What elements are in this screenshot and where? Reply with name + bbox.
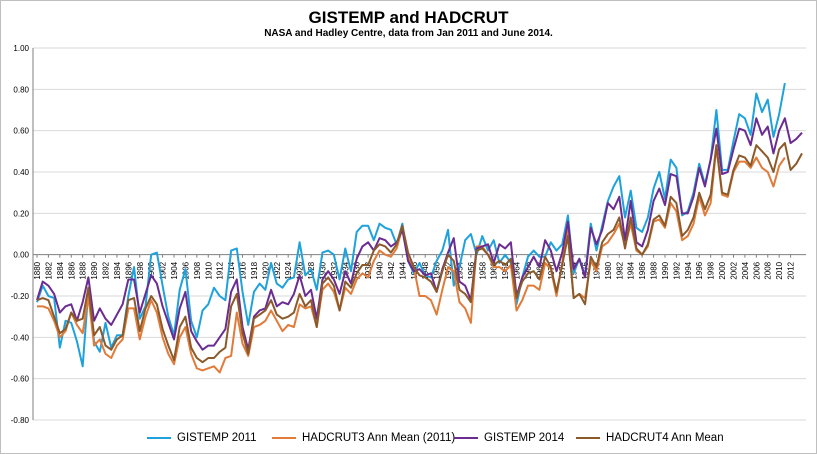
x-tick-label: 1886 <box>67 261 76 279</box>
y-tick-label: 0.00 <box>13 251 29 260</box>
x-tick-label: 2010 <box>775 261 784 279</box>
x-tick-label: 1958 <box>478 261 487 279</box>
x-tick-label: 1926 <box>296 261 305 279</box>
x-tick-label: 1998 <box>707 261 716 279</box>
x-tick-label: 1908 <box>193 261 202 279</box>
series-lines <box>36 82 803 374</box>
legend-label: GISTEMP 2011 <box>177 432 257 444</box>
x-tick-label: 1912 <box>216 261 225 279</box>
legend-label: GISTEMP 2014 <box>484 432 565 444</box>
x-tick-label: 1932 <box>330 261 339 279</box>
x-tick-label: 1984 <box>627 261 636 279</box>
x-tick-label: 1898 <box>136 261 145 279</box>
x-tick-label: 2012 <box>787 261 796 279</box>
legend-swatch-gistemp-2011 <box>147 437 171 439</box>
x-tick-label: 1924 <box>284 261 293 279</box>
x-tick-label: 1890 <box>90 261 99 279</box>
x-tick-label: 1994 <box>684 261 693 279</box>
x-tick-label: 1896 <box>124 261 133 279</box>
x-tick-label: 1914 <box>227 261 236 279</box>
x-tick-label: 1902 <box>159 261 168 279</box>
x-tick-label: 1936 <box>353 261 362 279</box>
series-line-gistemp-2011 <box>36 82 786 368</box>
series-line-hadcrut4-ann-mean <box>36 142 803 364</box>
y-tick-label: -0.80 <box>11 416 30 425</box>
x-tick-label: 2000 <box>718 261 727 279</box>
x-tick-label: 1980 <box>604 261 613 279</box>
x-tick-label: 2006 <box>752 261 761 279</box>
x-tick-label: 1964 <box>513 261 522 279</box>
y-tick-label: 0.60 <box>13 127 29 136</box>
axes: 1.00 0.80 0.60 0.40 0.20 0.00 -0.20 -0.40 -0.60 -… <box>11 44 806 425</box>
x-tick-label: 2008 <box>764 261 773 279</box>
x-tick-label: 1918 <box>250 261 259 279</box>
x-tick-label: 1986 <box>638 261 647 279</box>
x-tick-label: 1982 <box>615 261 624 279</box>
x-tick-label: 1920 <box>261 261 270 279</box>
x-tick-label: 1938 <box>364 261 373 279</box>
x-tick-label: 1954 <box>455 261 464 279</box>
x-tick-label: 2004 <box>741 261 750 279</box>
y-tick-label: 1.00 <box>13 44 29 53</box>
x-tick-label: 1888 <box>79 261 88 279</box>
x-tick-label: 1990 <box>661 261 670 279</box>
x-tick-label: 1944 <box>398 261 407 279</box>
x-tick-label: 1968 <box>535 261 544 279</box>
x-tick-label: 1930 <box>318 261 327 279</box>
legend-swatch-hadcrut3 <box>272 437 296 439</box>
y-tick-label: 0.80 <box>13 85 29 94</box>
legend-label: HADCRUT3 Ann Mean (2011) <box>302 432 456 444</box>
x-tick-label: 1972 <box>558 261 567 279</box>
x-tick-label: 1996 <box>695 261 704 279</box>
legend-swatch-hadcrut4 <box>576 437 600 439</box>
x-tick-label: 1922 <box>273 261 282 279</box>
x-tick-label: 1884 <box>56 261 65 279</box>
x-tick-label: 1966 <box>524 261 533 279</box>
x-tick-label: 1988 <box>650 261 659 279</box>
x-tick-label: 1948 <box>421 261 430 279</box>
y-tick-label: -0.40 <box>11 333 30 342</box>
series-line-gistemp-2014 <box>36 117 803 351</box>
x-tick-label: 1880 <box>33 261 42 279</box>
chart-subtitle: NASA and Hadley Centre, data from Jan 20… <box>264 28 553 39</box>
legend-label: HADCRUT4 Ann Mean <box>606 432 724 444</box>
y-tick-label: 0.40 <box>13 168 29 177</box>
x-tick-label: 1882 <box>44 261 53 279</box>
y-tick-label: -0.60 <box>11 375 30 384</box>
x-tick-label: 1992 <box>672 261 681 279</box>
x-tick-label: 1950 <box>433 261 442 279</box>
x-tick-label: 1900 <box>147 261 156 279</box>
x-tick-label: 1960 <box>490 261 499 279</box>
x-tick-label: 1940 <box>376 261 385 279</box>
x-tick-label: 1952 <box>444 261 453 279</box>
legend: GISTEMP 2011 HADCRUT3 Ann Mean (2011) GI… <box>0 430 817 448</box>
x-tick-label: 1956 <box>467 261 476 279</box>
x-tick-label: 1910 <box>204 261 213 279</box>
x-tick-label: 1942 <box>387 261 396 279</box>
gridlines <box>33 47 806 421</box>
x-tick-label: 1894 <box>113 261 122 279</box>
x-tick-label: 1892 <box>102 261 111 279</box>
x-tick-label: 2002 <box>729 261 738 279</box>
x-tick-label: 1904 <box>170 261 179 279</box>
y-tick-label: -0.20 <box>11 292 30 301</box>
legend-swatch-gistemp-2014 <box>454 437 478 439</box>
x-tick-label: 1916 <box>239 261 248 279</box>
chart-title: GISTEMP and HADCRUT <box>308 8 509 27</box>
series-line-hadcrut3-ann-mean-2011 <box>37 146 786 374</box>
y-tick-label: 0.20 <box>13 209 29 218</box>
